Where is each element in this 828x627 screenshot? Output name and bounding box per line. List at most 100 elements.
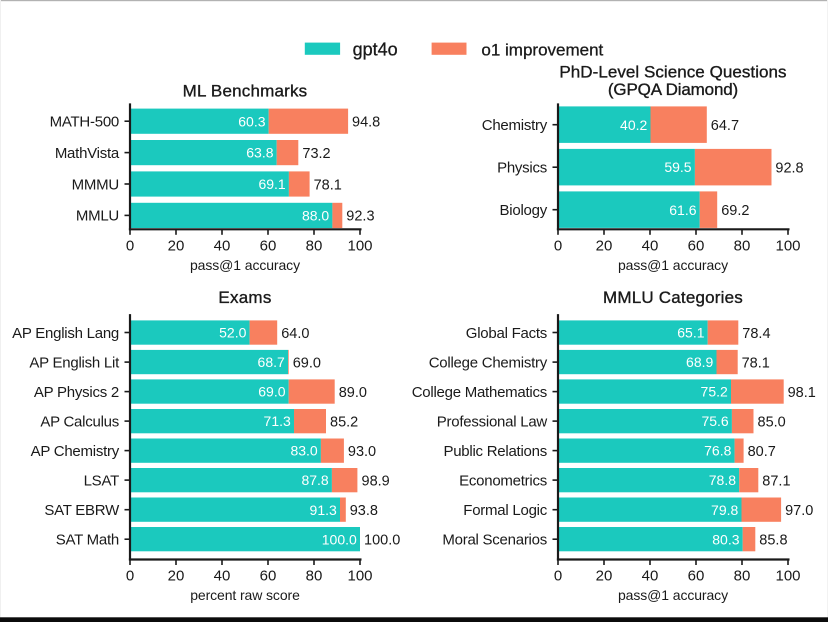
svg-text:College Chemistry: College Chemistry — [429, 354, 548, 371]
svg-text:100.0: 100.0 — [364, 533, 400, 549]
svg-text:AP English Lang: AP English Lang — [12, 325, 119, 342]
svg-text:Biology: Biology — [500, 202, 548, 219]
svg-text:Econometrics: Econometrics — [459, 472, 547, 489]
svg-text:20: 20 — [596, 238, 613, 255]
svg-text:60.3: 60.3 — [238, 113, 265, 129]
svg-text:80: 80 — [734, 238, 751, 255]
svg-text:92.8: 92.8 — [775, 161, 803, 177]
svg-text:20: 20 — [168, 568, 185, 585]
svg-text:80: 80 — [306, 568, 323, 585]
svg-text:pass@1 accuracy: pass@1 accuracy — [190, 257, 300, 273]
svg-text:68.7: 68.7 — [258, 354, 285, 370]
svg-text:69.2: 69.2 — [721, 203, 749, 219]
svg-text:AP Calculus: AP Calculus — [40, 413, 119, 430]
svg-text:92.3: 92.3 — [346, 209, 374, 225]
svg-text:AP Physics 2: AP Physics 2 — [34, 384, 119, 401]
svg-text:o1 improvement: o1 improvement — [481, 41, 603, 60]
svg-text:ML Benchmarks: ML Benchmarks — [183, 82, 308, 101]
svg-text:93.8: 93.8 — [350, 503, 378, 519]
svg-text:91.3: 91.3 — [310, 502, 337, 518]
svg-text:69.0: 69.0 — [258, 384, 285, 400]
svg-text:64.0: 64.0 — [281, 326, 309, 342]
svg-text:78.4: 78.4 — [742, 326, 770, 342]
svg-text:MMLU: MMLU — [76, 208, 119, 225]
svg-text:40: 40 — [642, 238, 659, 255]
svg-text:93.0: 93.0 — [348, 444, 376, 460]
svg-text:percent raw score: percent raw score — [190, 587, 300, 603]
svg-text:20: 20 — [596, 568, 613, 585]
svg-text:Global Facts: Global Facts — [466, 325, 547, 342]
svg-text:87.8: 87.8 — [301, 472, 328, 488]
svg-text:0: 0 — [554, 568, 562, 585]
svg-text:40.2: 40.2 — [620, 117, 647, 133]
svg-text:MathVista: MathVista — [55, 145, 120, 162]
svg-text:20: 20 — [168, 238, 185, 255]
svg-text:40: 40 — [214, 568, 231, 585]
svg-text:63.8: 63.8 — [246, 145, 273, 161]
svg-text:71.3: 71.3 — [264, 413, 291, 429]
svg-text:Chemistry: Chemistry — [482, 117, 548, 134]
svg-text:MATH-500: MATH-500 — [50, 114, 119, 131]
svg-text:100: 100 — [347, 568, 372, 585]
svg-text:60: 60 — [688, 568, 705, 585]
svg-text:68.9: 68.9 — [686, 354, 713, 370]
svg-text:75.6: 75.6 — [701, 413, 728, 429]
svg-text:75.2: 75.2 — [701, 384, 728, 400]
svg-text:(GPQA Diamond): (GPQA Diamond) — [608, 80, 738, 99]
svg-text:College Mathematics: College Mathematics — [412, 384, 547, 401]
svg-text:94.8: 94.8 — [352, 115, 380, 131]
svg-text:Professional Law: Professional Law — [437, 413, 548, 430]
svg-text:PhD-Level Science Questions: PhD-Level Science Questions — [559, 63, 786, 82]
svg-text:40: 40 — [642, 568, 659, 585]
svg-text:76.8: 76.8 — [704, 443, 731, 459]
svg-text:pass@1 accuracy: pass@1 accuracy — [618, 257, 728, 273]
svg-text:60: 60 — [688, 238, 705, 255]
svg-text:59.5: 59.5 — [664, 159, 691, 175]
svg-text:79.8: 79.8 — [711, 502, 738, 518]
svg-text:60: 60 — [260, 238, 277, 255]
svg-text:100.0: 100.0 — [322, 531, 357, 547]
svg-text:40: 40 — [214, 238, 231, 255]
svg-text:97.0: 97.0 — [785, 503, 813, 519]
svg-text:100: 100 — [775, 238, 800, 255]
svg-text:Exams: Exams — [218, 288, 271, 307]
svg-text:Formal Logic: Formal Logic — [463, 502, 547, 519]
svg-text:85.0: 85.0 — [758, 414, 786, 430]
svg-text:69.1: 69.1 — [258, 176, 285, 192]
svg-text:100: 100 — [775, 568, 800, 585]
svg-text:0: 0 — [126, 238, 134, 255]
svg-text:85.2: 85.2 — [330, 414, 358, 430]
svg-text:0: 0 — [554, 238, 562, 255]
svg-text:80.7: 80.7 — [748, 444, 776, 460]
svg-text:LSAT: LSAT — [84, 472, 119, 489]
svg-text:pass@1 accuracy: pass@1 accuracy — [618, 587, 728, 603]
svg-text:MMMU: MMMU — [72, 176, 119, 193]
svg-text:80.3: 80.3 — [712, 531, 739, 547]
svg-text:Physics: Physics — [497, 160, 547, 177]
svg-text:SAT EBRW: SAT EBRW — [44, 502, 120, 519]
svg-text:83.0: 83.0 — [290, 443, 317, 459]
svg-text:Public Relations: Public Relations — [443, 443, 547, 460]
svg-text:78.1: 78.1 — [314, 177, 342, 193]
svg-text:80: 80 — [306, 238, 323, 255]
svg-text:SAT Math: SAT Math — [56, 532, 119, 549]
svg-text:52.0: 52.0 — [219, 325, 246, 341]
svg-text:60: 60 — [260, 568, 277, 585]
svg-text:AP English Lit: AP English Lit — [29, 354, 120, 371]
svg-text:AP Chemistry: AP Chemistry — [31, 443, 120, 460]
svg-text:69.0: 69.0 — [293, 355, 321, 371]
svg-text:65.1: 65.1 — [677, 325, 704, 341]
svg-text:98.1: 98.1 — [788, 385, 816, 401]
svg-text:100: 100 — [347, 238, 372, 255]
svg-text:89.0: 89.0 — [339, 385, 367, 401]
svg-text:0: 0 — [126, 568, 134, 585]
svg-text:73.2: 73.2 — [302, 146, 330, 162]
svg-text:98.9: 98.9 — [362, 473, 390, 489]
svg-text:88.0: 88.0 — [302, 208, 329, 224]
svg-text:gpt4o: gpt4o — [353, 40, 398, 60]
svg-text:64.7: 64.7 — [711, 118, 739, 134]
svg-text:78.1: 78.1 — [742, 355, 770, 371]
svg-text:85.8: 85.8 — [759, 533, 787, 549]
svg-text:61.6: 61.6 — [669, 202, 696, 218]
svg-text:78.8: 78.8 — [709, 472, 736, 488]
